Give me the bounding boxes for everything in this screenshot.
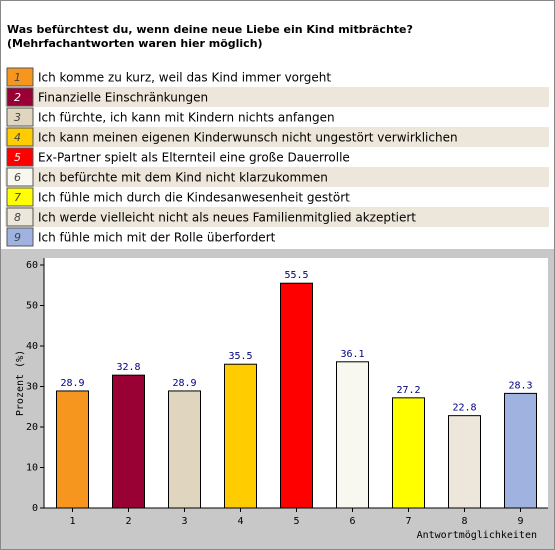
x-tick-label: 4 (237, 516, 243, 527)
legend-row (5, 187, 549, 207)
x-tick-label: 5 (293, 516, 299, 527)
y-tick-label: 10 (26, 463, 38, 474)
legend-label: Ich fürchte, ich kann mit Kindern nichts… (38, 111, 335, 125)
legend-row (5, 207, 549, 227)
legend-label: Finanzielle Einschränkungen (38, 91, 208, 105)
legend-number: 6 (14, 171, 21, 184)
x-tick-label: 3 (181, 516, 187, 527)
legend-swatch (6, 127, 34, 147)
x-tick-label: 2 (125, 516, 131, 527)
y-tick-label: 30 (26, 382, 38, 393)
value-label: 22.8 (452, 403, 476, 414)
legend-swatch (6, 207, 34, 227)
legend-swatch (6, 87, 34, 107)
legend-number: 1 (14, 71, 21, 84)
bar (392, 397, 425, 509)
chart-title: Was befürchtest du, wenn deine neue Lieb… (7, 23, 413, 36)
value-label: 28.9 (172, 378, 196, 389)
y-tick-label: 20 (26, 422, 38, 433)
bar (336, 361, 369, 509)
legend-number: 8 (14, 211, 21, 224)
bar (56, 390, 89, 509)
y-tick-label: 0 (32, 503, 38, 514)
legend-label: Ich komme zu kurz, weil das Kind immer v… (38, 71, 331, 85)
legend-row (5, 227, 549, 247)
legend-label: Ich fühle mich durch die Kindesanwesenhe… (38, 191, 350, 205)
bar (168, 390, 201, 509)
x-tick-label: 7 (405, 516, 411, 527)
value-label: 28.3 (508, 380, 532, 391)
legend-swatch (6, 167, 34, 187)
y-tick-label: 60 (26, 260, 38, 271)
legend-number: 9 (14, 231, 21, 244)
x-axis-label: Antwortmöglichkeiten (417, 530, 537, 541)
legend-label: Ex-Partner spielt als Elternteil eine gr… (38, 151, 350, 165)
legend-label: Ich fühle mich mit der Rolle überfordert (38, 231, 276, 245)
legend-number: 5 (14, 151, 21, 164)
legend-row (5, 87, 549, 107)
legend-label: Ich befürchte mit dem Kind nicht klarzuk… (38, 171, 328, 185)
value-label: 55.5 (284, 270, 308, 281)
y-tick-label: 50 (26, 301, 38, 312)
legend-row (5, 167, 549, 187)
legend-number: 3 (14, 111, 21, 124)
value-label: 32.8 (116, 362, 140, 373)
legend-label: Ich kann meinen eigenen Kinderwunsch nic… (38, 131, 458, 145)
bar (448, 415, 481, 509)
legend-swatch (6, 107, 34, 127)
value-label: 28.9 (60, 378, 84, 389)
legend-row (5, 127, 549, 147)
legend-row (5, 147, 549, 167)
bar (280, 282, 313, 509)
legend-row (5, 107, 549, 127)
legend-number: 2 (14, 91, 21, 104)
legend-row (5, 67, 549, 87)
legend-swatch (6, 227, 34, 247)
legend-number: 4 (14, 131, 21, 144)
value-label: 35.5 (228, 351, 252, 362)
legend-swatch (6, 147, 34, 167)
chart-subtitle: (Mehrfachantworten waren hier möglich) (7, 37, 263, 50)
y-axis-label: Prozent (%) (15, 350, 26, 416)
legend-swatch (6, 67, 34, 87)
x-tick-label: 9 (517, 516, 523, 527)
value-label: 36.1 (340, 349, 364, 360)
legend-label: Ich werde vielleicht nicht als neues Fam… (38, 211, 416, 225)
x-tick-label: 1 (69, 516, 75, 527)
bar (504, 392, 537, 509)
x-tick-label: 6 (349, 516, 355, 527)
value-label: 27.2 (396, 385, 420, 396)
bar (224, 363, 257, 509)
legend-number: 7 (14, 191, 21, 204)
bar (112, 374, 145, 509)
y-tick-label: 40 (26, 341, 38, 352)
x-tick-label: 8 (461, 516, 467, 527)
legend-swatch (6, 187, 34, 207)
